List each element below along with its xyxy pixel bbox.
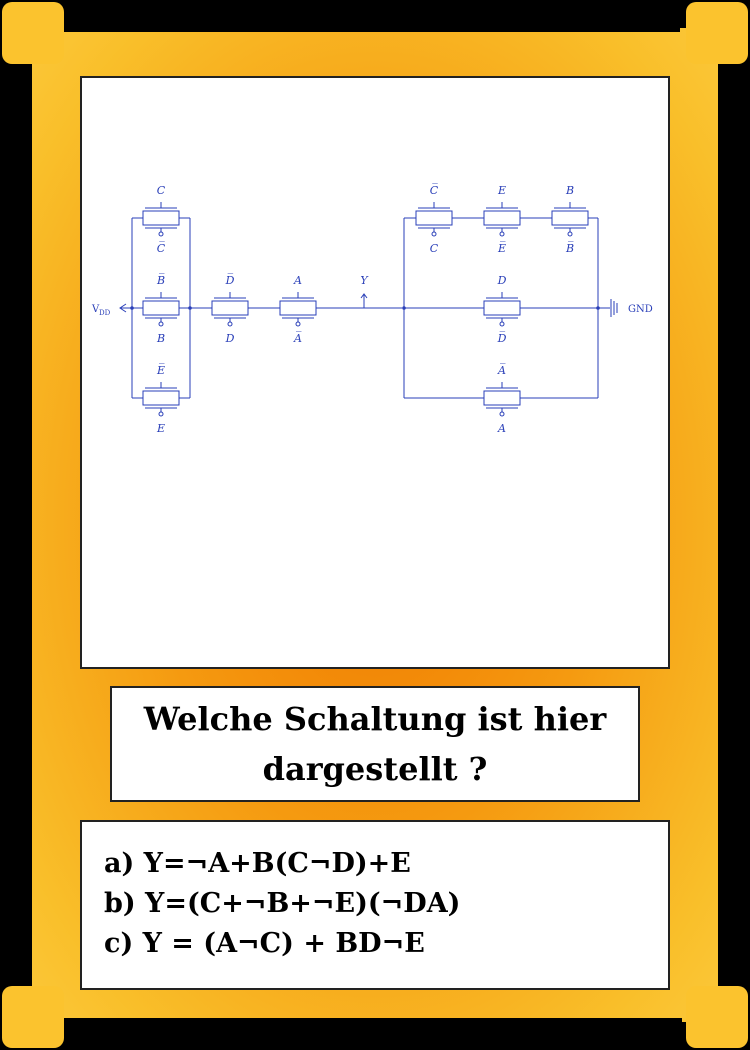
right-top-tgate-0-top-label: C̅ bbox=[430, 183, 439, 197]
frame-bottom-bar bbox=[62, 1018, 682, 1044]
right-top-tgate-2-top-label: B bbox=[565, 184, 574, 197]
gnd-label: GND bbox=[628, 304, 653, 315]
left-tgate-2-top-label: E̅ bbox=[156, 363, 165, 377]
mid-tgate-1-top-label: A bbox=[293, 274, 302, 287]
right-mid-tgate-body bbox=[483, 300, 521, 316]
left-tgate-0-bottom-label: C̅ bbox=[157, 241, 166, 255]
vdd-label: V bbox=[91, 304, 100, 315]
answer-option-b[interactable]: b) Y=(C+¬B+¬E)(¬DA) bbox=[104, 888, 461, 919]
mid-tgate-0-bubble bbox=[227, 321, 233, 327]
answers-panel: a) Y=¬A+B(C¬D)+E b) Y=(C+¬B+¬E)(¬DA) c) … bbox=[80, 820, 670, 990]
answer-option-c[interactable]: c) Y = (A¬C) + BD¬E bbox=[104, 928, 425, 959]
right-top-tgate-2-bubble bbox=[567, 231, 573, 237]
mid-tgate-0-body bbox=[211, 300, 249, 316]
node-dot bbox=[130, 306, 134, 310]
mid-tgate-0-bottom-label: D bbox=[225, 332, 235, 345]
right-mid-tgate-bubble bbox=[499, 321, 505, 327]
left-tgate-0-body bbox=[142, 210, 180, 226]
answer-option-a[interactable]: a) Y=¬A+B(C¬D)+E bbox=[104, 848, 411, 879]
right-top-tgate-1-bubble bbox=[499, 231, 505, 237]
mid-tgate-1-bubble bbox=[295, 321, 301, 327]
right-bottom-tgate-bubble bbox=[499, 411, 505, 417]
frame-left-bar bbox=[6, 60, 32, 990]
corner-top-right bbox=[686, 2, 748, 64]
right-top-tgate-2-body bbox=[551, 210, 589, 226]
right-bottom-tgate-body bbox=[483, 390, 521, 406]
frame-top-bar bbox=[60, 6, 680, 32]
right-bottom-tgate-bottom-label: A bbox=[497, 422, 506, 435]
corner-bottom-left bbox=[2, 986, 64, 1048]
output-arrow bbox=[360, 293, 368, 299]
right-top-tgate-1-bottom-label: E̅ bbox=[497, 241, 506, 255]
left-tgate-2-body bbox=[142, 390, 180, 406]
vdd-subscript: DD bbox=[99, 309, 111, 317]
left-tgate-2-bottom-label: E bbox=[156, 422, 165, 435]
right-mid-tgate-bottom-label: D̅ bbox=[497, 331, 507, 345]
mid-tgate-0-top-label: D̅ bbox=[225, 273, 235, 287]
left-tgate-2-bubble bbox=[158, 411, 164, 417]
right-top-tgate-2-bottom-label: B̅ bbox=[565, 241, 574, 255]
mid-tgate-1-bottom-label: A̅ bbox=[293, 331, 302, 345]
right-top-tgate-0-bubble bbox=[431, 231, 437, 237]
left-tgate-1-bottom-label: B bbox=[156, 332, 165, 345]
node-dot bbox=[188, 306, 192, 310]
left-tgate-0-top-label: C bbox=[157, 184, 166, 197]
left-tgate-1-body bbox=[142, 300, 180, 316]
right-top-tgate-0-bottom-label: C bbox=[430, 242, 439, 255]
right-top-tgate-1-top-label: E bbox=[497, 184, 506, 197]
left-tgate-1-top-label: B̅ bbox=[156, 273, 165, 287]
right-mid-tgate-top-label: D bbox=[497, 274, 507, 287]
circuit-diagram-panel: V DD C C̅ B̅ B E̅ E D̅ D A A̅ Y C̅ C E E̅ B B̅ D D̅ A̅ A GND bbox=[80, 76, 670, 669]
frame-right-bar bbox=[718, 60, 744, 990]
mid-tgate-1-body bbox=[279, 300, 317, 316]
left-tgate-1-bubble bbox=[158, 321, 164, 327]
corner-top-left bbox=[2, 2, 64, 64]
question-panel: Welche Schaltung ist hier dargestellt ? bbox=[110, 686, 640, 802]
cmos-circuit-diagram: V DD C C̅ B̅ B E̅ E D̅ D A A̅ Y C̅ C E E̅ B B̅ D D̅ A̅ A GND bbox=[91, 183, 653, 435]
output-label: Y bbox=[360, 274, 369, 287]
right-top-tgate-0-body bbox=[415, 210, 453, 226]
right-top-tgate-1-body bbox=[483, 210, 521, 226]
left-tgate-0-bubble bbox=[158, 231, 164, 237]
right-bottom-tgate-top-label: A̅ bbox=[497, 363, 506, 377]
corner-bottom-right bbox=[686, 986, 748, 1048]
question-text: Welche Schaltung ist hier dargestellt ? bbox=[143, 700, 607, 788]
